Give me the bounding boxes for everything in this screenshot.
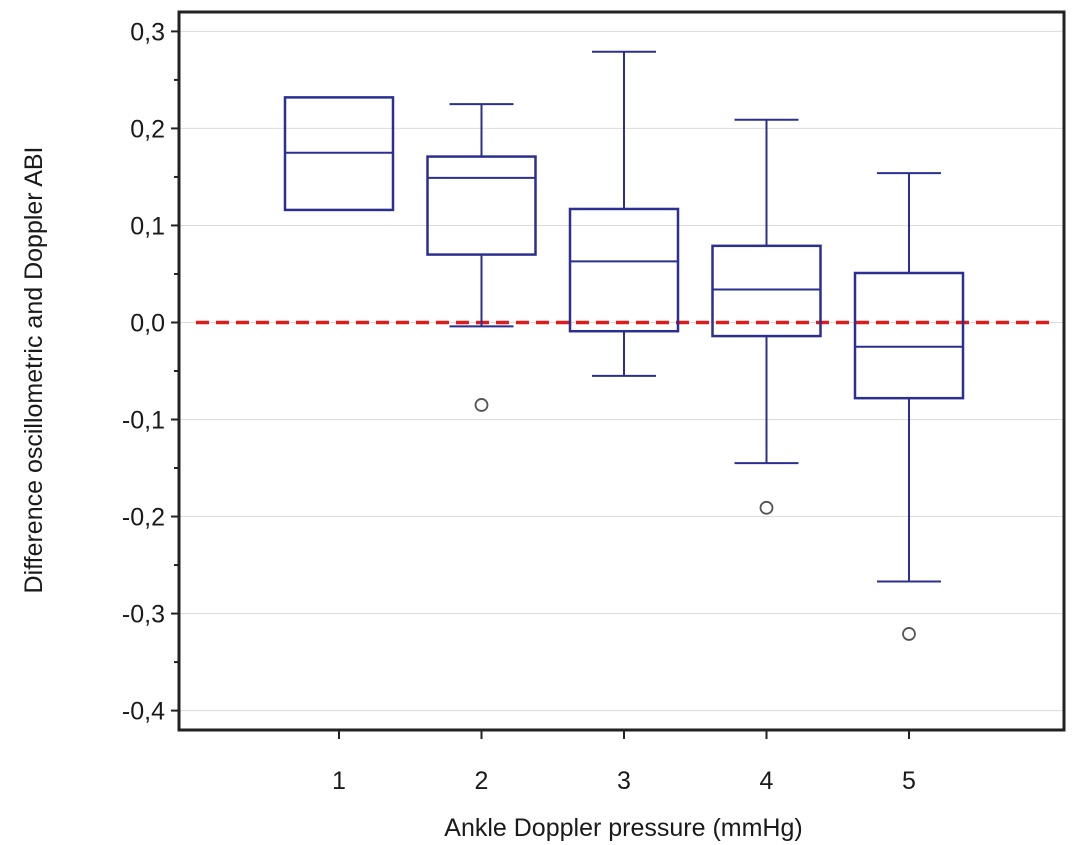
y-axis: -0,4 -0,3 -0,2 -0,1 0,0 0,1 0,2 0,3 [122,18,179,726]
box-3 [568,50,680,377]
y-tick-label: 0,3 [130,18,165,46]
outlier-point [759,500,774,515]
iqr-box [568,207,680,333]
x-axis-title: Ankle Doppler pressure (mmHg) [444,814,802,842]
box-1 [283,96,395,212]
y-tick-label: -0,1 [122,407,165,435]
y-tick-label: 0,0 [130,309,165,337]
y-axis-title: Difference oscillometric and Doppler ABI [20,147,48,594]
box-5 [853,172,965,641]
x-axis: 1 2 3 4 5 [332,730,916,795]
box-2 [426,103,537,412]
box-4 [711,118,822,515]
y-tick-label: 0,1 [130,212,165,240]
iqr-box [853,271,965,400]
outlier-point [474,398,489,412]
y-tick-label: -0,4 [122,698,165,726]
y-tick-label: -0,2 [122,504,165,532]
iqr-box [426,155,537,256]
iqr-box [711,244,822,338]
x-tick-label: 4 [760,767,774,795]
x-tick-label: 2 [475,767,489,795]
gridlines [179,30,1064,712]
boxes-group [283,50,965,641]
x-tick-label: 5 [902,767,916,795]
outlier-point [902,627,916,641]
plot-frame [177,10,1066,732]
y-tick-label: -0,3 [122,601,165,629]
x-tick-label: 3 [617,767,631,795]
y-tick-label: 0,2 [130,115,165,143]
x-tick-label: 1 [332,767,346,795]
